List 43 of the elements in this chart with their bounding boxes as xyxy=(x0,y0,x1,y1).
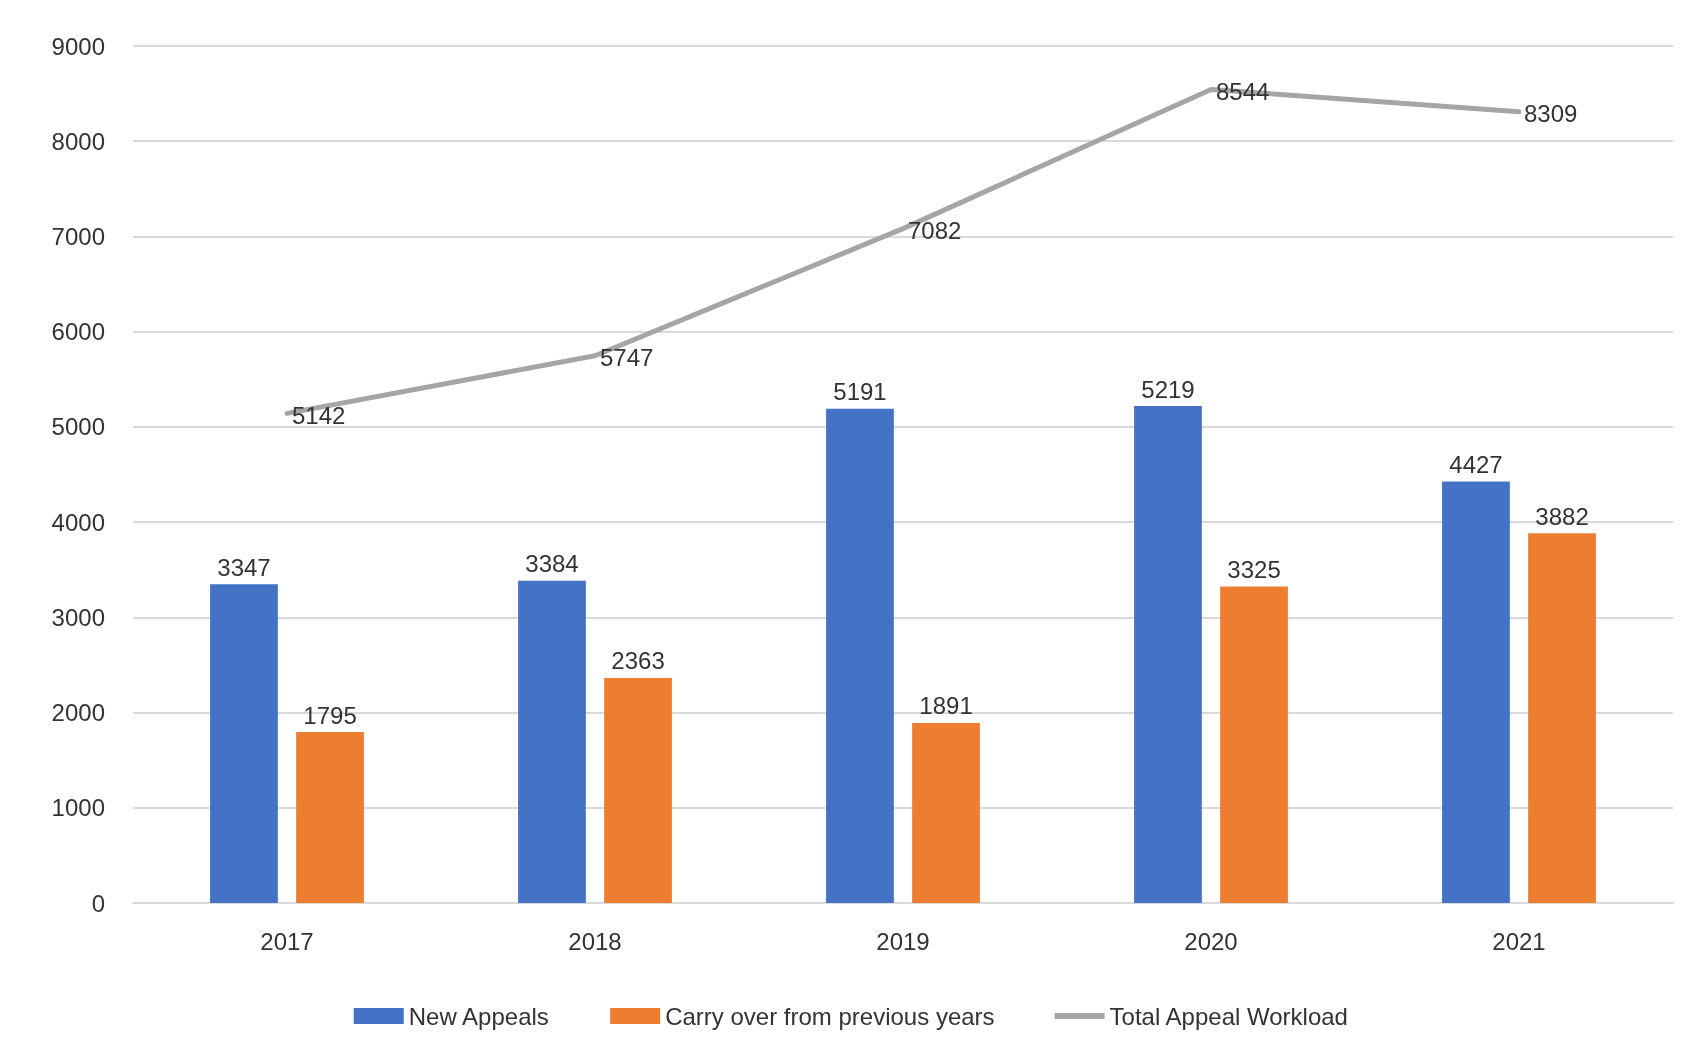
bar xyxy=(210,584,278,903)
data-label: 2363 xyxy=(611,647,665,675)
y-tick-label: 0 xyxy=(91,889,105,917)
y-tick-label: 4000 xyxy=(51,508,105,536)
y-tick-label: 6000 xyxy=(51,318,105,346)
bar xyxy=(1442,481,1510,903)
bar xyxy=(1528,533,1596,903)
x-tick-label: 2018 xyxy=(568,927,622,955)
y-tick-label: 3000 xyxy=(51,603,105,631)
bar xyxy=(1220,586,1288,903)
y-tick-label: 1000 xyxy=(51,794,105,822)
data-label: 5747 xyxy=(600,344,654,372)
bar xyxy=(826,408,894,903)
data-label: 8544 xyxy=(1216,77,1270,105)
data-label: 3384 xyxy=(525,550,579,578)
legend-label: Total Appeal Workload xyxy=(1109,1002,1348,1030)
x-tick-label: 2020 xyxy=(1184,927,1238,955)
x-tick-label: 2019 xyxy=(876,927,930,955)
x-tick-label: 2017 xyxy=(260,927,314,955)
bar xyxy=(1134,406,1202,903)
data-label: 5191 xyxy=(833,378,887,406)
y-tick-label: 8000 xyxy=(51,127,105,155)
legend-label: New Appeals xyxy=(408,1002,549,1030)
data-label: 3325 xyxy=(1227,555,1281,583)
y-tick-label: 7000 xyxy=(51,222,105,250)
bar xyxy=(296,732,364,903)
y-tick-label: 2000 xyxy=(51,699,105,727)
bar xyxy=(912,722,980,903)
data-label: 1795 xyxy=(303,701,357,729)
data-label: 5219 xyxy=(1141,375,1195,403)
data-label: 4427 xyxy=(1449,450,1503,478)
y-tick-label: 5000 xyxy=(51,413,105,441)
data-label: 3882 xyxy=(1535,502,1589,530)
bar xyxy=(604,677,672,903)
y-tick-label: 9000 xyxy=(51,32,105,60)
bar xyxy=(518,580,586,903)
x-tick-label: 2021 xyxy=(1492,927,1546,955)
data-label: 5142 xyxy=(292,401,346,429)
data-label: 8309 xyxy=(1524,100,1578,128)
data-label: 7082 xyxy=(908,217,962,245)
data-label: 3347 xyxy=(217,553,271,581)
data-label: 1891 xyxy=(919,692,973,720)
legend-label: Carry over from previous years xyxy=(665,1002,995,1030)
